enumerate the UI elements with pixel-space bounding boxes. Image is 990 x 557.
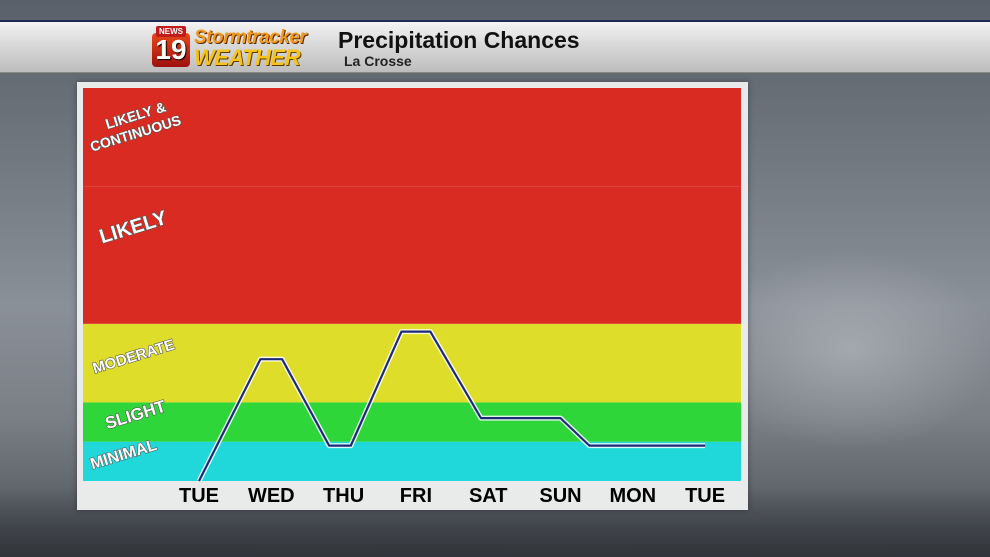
band-minimal xyxy=(83,441,741,481)
x-tick-label: SUN xyxy=(539,485,581,507)
page-title: Precipitation Chances xyxy=(338,27,580,53)
chart-panel: MINIMAL SLIGHT MODERATE LIKELY LIKELY & CONTI… xyxy=(77,82,748,510)
band-likely-continuous xyxy=(83,88,741,187)
x-tick-label: SAT xyxy=(469,485,508,507)
band-moderate xyxy=(83,323,741,403)
x-tick-label: TUE xyxy=(685,485,725,507)
station-logo: 19 NEWS Stormtracker WEATHER xyxy=(150,26,332,70)
page-subtitle: La Crosse xyxy=(344,53,412,69)
series-line xyxy=(198,330,706,482)
logo-number: 19 xyxy=(152,33,190,67)
x-tick-label: TUE xyxy=(179,485,219,507)
logo-stormtracker: Stormtracker xyxy=(194,27,307,48)
logo-news-tag: NEWS xyxy=(156,26,186,37)
logo-weather: WEATHER xyxy=(194,45,301,70)
background-cloud-glow xyxy=(700,250,990,450)
x-tick-label: FRI xyxy=(400,485,432,507)
x-tick-label: THU xyxy=(323,485,364,507)
header-stripe xyxy=(0,20,990,23)
band-likely xyxy=(83,186,741,324)
x-tick-label: MON xyxy=(609,485,656,507)
x-tick-label: WED xyxy=(248,485,295,507)
band-slight xyxy=(83,402,741,442)
